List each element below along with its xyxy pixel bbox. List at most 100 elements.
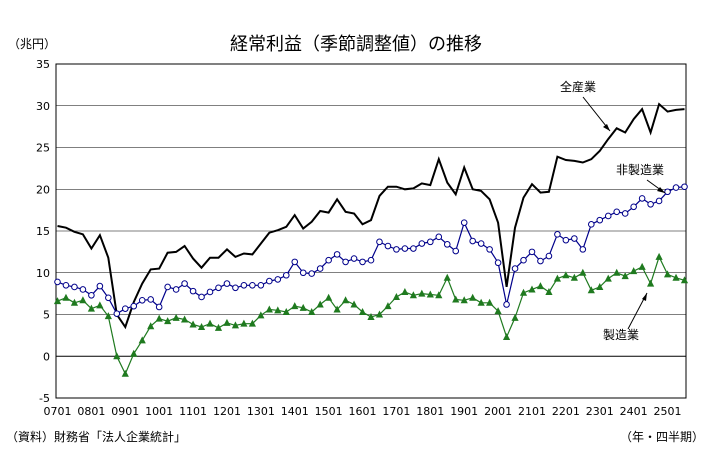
data-point bbox=[367, 313, 375, 321]
data-point bbox=[147, 322, 155, 330]
data-point bbox=[587, 286, 595, 294]
series-layer bbox=[53, 102, 689, 377]
data-point bbox=[443, 241, 451, 248]
data-point bbox=[494, 307, 502, 315]
data-point bbox=[266, 277, 273, 285]
data-point bbox=[121, 369, 129, 377]
data-point bbox=[240, 319, 248, 327]
data-point bbox=[223, 318, 231, 326]
x-tick-label: 2501 bbox=[654, 405, 682, 418]
x-tick-label: 2101 bbox=[518, 405, 546, 418]
data-point bbox=[198, 293, 205, 301]
data-point bbox=[138, 336, 146, 344]
data-point bbox=[401, 245, 409, 252]
data-point bbox=[647, 279, 655, 287]
y-tick-label: 15 bbox=[36, 225, 50, 238]
data-point bbox=[189, 320, 197, 328]
leader-arrowhead-all-industries bbox=[603, 124, 610, 131]
data-point bbox=[596, 282, 604, 290]
data-point bbox=[613, 268, 621, 276]
x-tick-label: 1701 bbox=[382, 405, 410, 418]
data-point bbox=[545, 287, 553, 295]
x-tick-label: 2001 bbox=[484, 405, 512, 418]
data-point bbox=[350, 300, 358, 308]
data-point bbox=[197, 323, 206, 331]
data-point bbox=[249, 281, 256, 289]
x-tick-label: 0701 bbox=[44, 405, 72, 418]
data-point bbox=[333, 251, 341, 258]
data-point bbox=[155, 314, 163, 322]
data-point bbox=[630, 203, 637, 211]
data-point bbox=[164, 283, 171, 291]
data-point bbox=[206, 288, 214, 296]
data-point bbox=[54, 278, 61, 286]
data-point bbox=[519, 288, 528, 296]
data-point bbox=[681, 183, 688, 191]
series-line bbox=[57, 102, 685, 330]
data-point bbox=[367, 256, 375, 264]
series-label-manufacturing: 製造業 bbox=[603, 328, 639, 342]
data-point bbox=[333, 305, 341, 313]
data-point bbox=[477, 298, 485, 306]
data-point bbox=[553, 274, 562, 282]
data-point bbox=[299, 269, 307, 277]
data-point bbox=[358, 307, 367, 315]
data-point bbox=[53, 297, 62, 305]
data-point bbox=[384, 242, 392, 250]
data-point bbox=[232, 284, 239, 292]
data-point bbox=[104, 312, 112, 320]
data-point bbox=[638, 195, 646, 202]
y-tick-label: 35 bbox=[36, 58, 50, 71]
data-point bbox=[486, 298, 494, 306]
y-axis-unit: （兆円） bbox=[8, 37, 56, 51]
data-point bbox=[350, 255, 358, 262]
data-point bbox=[392, 292, 401, 300]
x-tick-label: 1301 bbox=[247, 405, 275, 418]
data-point bbox=[655, 252, 663, 260]
data-point bbox=[562, 271, 570, 279]
data-point bbox=[579, 268, 587, 276]
data-point bbox=[647, 200, 654, 208]
y-tick-label: 20 bbox=[36, 183, 50, 196]
series-1 bbox=[54, 183, 688, 317]
x-tick-label: 1801 bbox=[416, 405, 444, 418]
data-point bbox=[672, 184, 680, 191]
data-point bbox=[138, 297, 146, 304]
data-point bbox=[341, 296, 350, 304]
data-point bbox=[486, 246, 493, 253]
data-point bbox=[359, 258, 366, 266]
data-point bbox=[87, 304, 95, 312]
x-tick-label: 1601 bbox=[349, 405, 377, 418]
data-point bbox=[621, 210, 629, 217]
series-2 bbox=[53, 252, 689, 377]
data-point bbox=[96, 301, 104, 309]
data-point bbox=[223, 280, 231, 287]
data-point bbox=[96, 282, 104, 290]
data-point bbox=[604, 212, 612, 220]
data-point bbox=[452, 295, 460, 303]
data-point bbox=[376, 238, 383, 246]
data-point bbox=[409, 291, 417, 299]
data-point bbox=[121, 305, 129, 312]
plot-frame bbox=[55, 63, 687, 399]
data-point bbox=[570, 273, 578, 281]
x-axis-ticks: 0701 0801 0901 1001 1101 1201 1301 1401 1501 1601… bbox=[44, 405, 682, 418]
data-point bbox=[503, 301, 510, 308]
x-tick-label: 1401 bbox=[281, 405, 309, 418]
data-point bbox=[418, 240, 426, 247]
data-point bbox=[79, 286, 87, 293]
data-point bbox=[460, 219, 468, 226]
x-tick-label: 1901 bbox=[450, 405, 478, 418]
data-point bbox=[62, 293, 70, 301]
y-tick-label: 0 bbox=[43, 350, 50, 363]
data-point bbox=[308, 270, 315, 277]
data-point bbox=[180, 315, 189, 323]
data-point bbox=[663, 270, 672, 278]
data-point bbox=[511, 265, 519, 272]
data-point bbox=[88, 291, 95, 299]
data-point bbox=[613, 208, 621, 216]
data-point bbox=[554, 231, 561, 238]
data-point bbox=[130, 349, 138, 357]
x-tick-label: 1001 bbox=[145, 405, 173, 418]
data-point bbox=[545, 252, 553, 260]
